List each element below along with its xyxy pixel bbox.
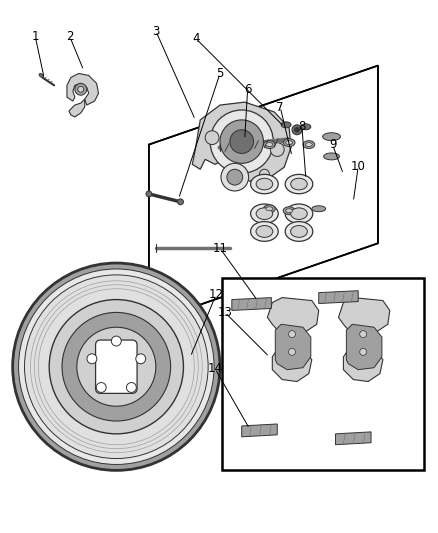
Circle shape	[127, 383, 136, 392]
Ellipse shape	[301, 124, 311, 130]
Polygon shape	[319, 290, 358, 303]
Ellipse shape	[285, 174, 313, 193]
Ellipse shape	[324, 153, 339, 160]
Ellipse shape	[266, 207, 273, 211]
Circle shape	[227, 169, 243, 185]
Text: 9: 9	[329, 138, 336, 151]
Circle shape	[294, 127, 300, 132]
Ellipse shape	[263, 205, 275, 213]
Text: 12: 12	[208, 288, 223, 301]
Text: 6: 6	[244, 83, 251, 96]
Circle shape	[13, 263, 220, 471]
Circle shape	[62, 312, 171, 421]
Circle shape	[146, 191, 152, 197]
Text: 5: 5	[216, 67, 224, 80]
Ellipse shape	[286, 209, 293, 213]
Ellipse shape	[39, 74, 43, 77]
Circle shape	[259, 169, 269, 179]
Ellipse shape	[312, 206, 325, 212]
Ellipse shape	[256, 178, 273, 190]
Circle shape	[230, 130, 254, 154]
Ellipse shape	[303, 141, 315, 149]
Ellipse shape	[251, 204, 278, 223]
Text: 4: 4	[193, 33, 200, 45]
Circle shape	[87, 354, 97, 364]
Ellipse shape	[283, 139, 295, 147]
Polygon shape	[346, 324, 382, 370]
Polygon shape	[192, 102, 291, 181]
Text: 1: 1	[32, 30, 39, 44]
Circle shape	[111, 336, 121, 346]
Circle shape	[75, 83, 87, 95]
Ellipse shape	[256, 225, 273, 237]
Ellipse shape	[251, 222, 278, 241]
Polygon shape	[275, 324, 311, 370]
Ellipse shape	[251, 174, 278, 193]
Ellipse shape	[286, 141, 293, 144]
Circle shape	[221, 163, 249, 191]
Circle shape	[210, 110, 273, 173]
Circle shape	[360, 330, 367, 337]
Text: 14: 14	[208, 362, 223, 375]
Polygon shape	[267, 297, 319, 382]
Circle shape	[289, 349, 296, 356]
Bar	[222, 278, 424, 471]
Ellipse shape	[263, 141, 275, 149]
Circle shape	[270, 143, 284, 156]
Circle shape	[25, 275, 208, 458]
Polygon shape	[149, 66, 378, 322]
Circle shape	[49, 300, 184, 434]
Circle shape	[78, 86, 84, 92]
Circle shape	[77, 327, 156, 406]
Ellipse shape	[305, 143, 312, 147]
Circle shape	[136, 354, 146, 364]
Circle shape	[220, 120, 263, 163]
Circle shape	[292, 125, 302, 135]
Ellipse shape	[285, 204, 313, 223]
Circle shape	[289, 330, 296, 337]
Circle shape	[360, 349, 367, 356]
Ellipse shape	[323, 133, 340, 141]
Ellipse shape	[281, 122, 291, 128]
Circle shape	[205, 131, 219, 144]
Ellipse shape	[285, 222, 313, 241]
Ellipse shape	[283, 207, 295, 215]
Text: 8: 8	[298, 120, 306, 133]
Polygon shape	[339, 297, 390, 382]
Text: 7: 7	[276, 101, 284, 114]
FancyBboxPatch shape	[95, 340, 137, 393]
Circle shape	[177, 199, 184, 205]
Polygon shape	[336, 432, 371, 445]
Ellipse shape	[291, 178, 307, 190]
Text: 13: 13	[218, 306, 233, 319]
Polygon shape	[232, 297, 271, 310]
Text: 3: 3	[152, 25, 159, 37]
Ellipse shape	[266, 143, 273, 147]
Polygon shape	[69, 99, 85, 117]
Text: 2: 2	[66, 30, 74, 44]
Ellipse shape	[256, 208, 273, 220]
Circle shape	[96, 383, 106, 392]
Polygon shape	[67, 74, 99, 105]
Circle shape	[18, 269, 214, 464]
Text: 10: 10	[351, 160, 366, 173]
Ellipse shape	[290, 225, 307, 237]
Ellipse shape	[291, 208, 307, 220]
Polygon shape	[242, 424, 277, 437]
Text: 11: 11	[212, 242, 227, 255]
